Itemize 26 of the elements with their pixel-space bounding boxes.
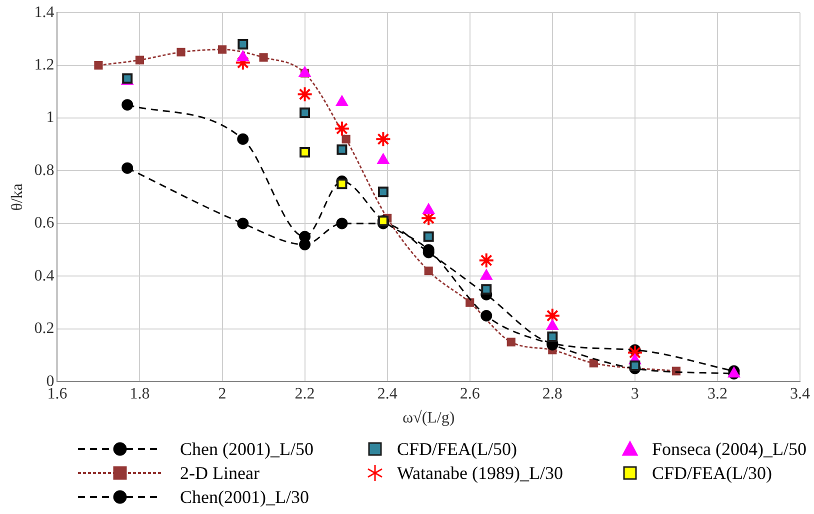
x-tick-label: 2.2: [294, 385, 315, 402]
x-tick-label: 2: [218, 385, 226, 402]
legend-label: Chen(2001)_L/30: [180, 486, 309, 508]
legend-label: CFD/FEA(L/30): [652, 462, 772, 484]
x-tick-label: 2.8: [542, 385, 562, 402]
x-tick-label: 1.8: [130, 385, 150, 402]
x-axis-title: ω√(L/g): [402, 410, 455, 427]
legend-label: Fonseca (2004)_L/50: [652, 438, 806, 460]
x-tick-label: 3: [630, 385, 639, 402]
y-tick-label: 1: [46, 109, 54, 126]
x-tick-label: 3.4: [790, 385, 810, 402]
y-tick-label: 0.8: [34, 162, 54, 179]
y-tick-label: 0.2: [34, 320, 54, 338]
y-tick-label: 1.2: [34, 56, 54, 74]
y-tick-label: 0.6: [34, 214, 54, 232]
x-tick-label: 3.2: [707, 385, 728, 402]
y-tick-label: 0.4: [34, 267, 54, 284]
x-tick-label: 1.6: [47, 385, 68, 402]
legend-label: CFD/FEA(L/50): [397, 438, 518, 460]
x-tick-label: 2.4: [377, 385, 398, 402]
legend-label: Chen (2001)_L/50: [180, 438, 314, 460]
x-tick-label: 2.6: [460, 385, 480, 402]
legend-label: Watanabe (1989)_L/30: [397, 462, 563, 484]
y-tick-label: 1.4: [34, 4, 54, 21]
y-axis-title: θ/ka: [8, 183, 26, 211]
legend-label: 2-D Linear: [180, 462, 260, 484]
